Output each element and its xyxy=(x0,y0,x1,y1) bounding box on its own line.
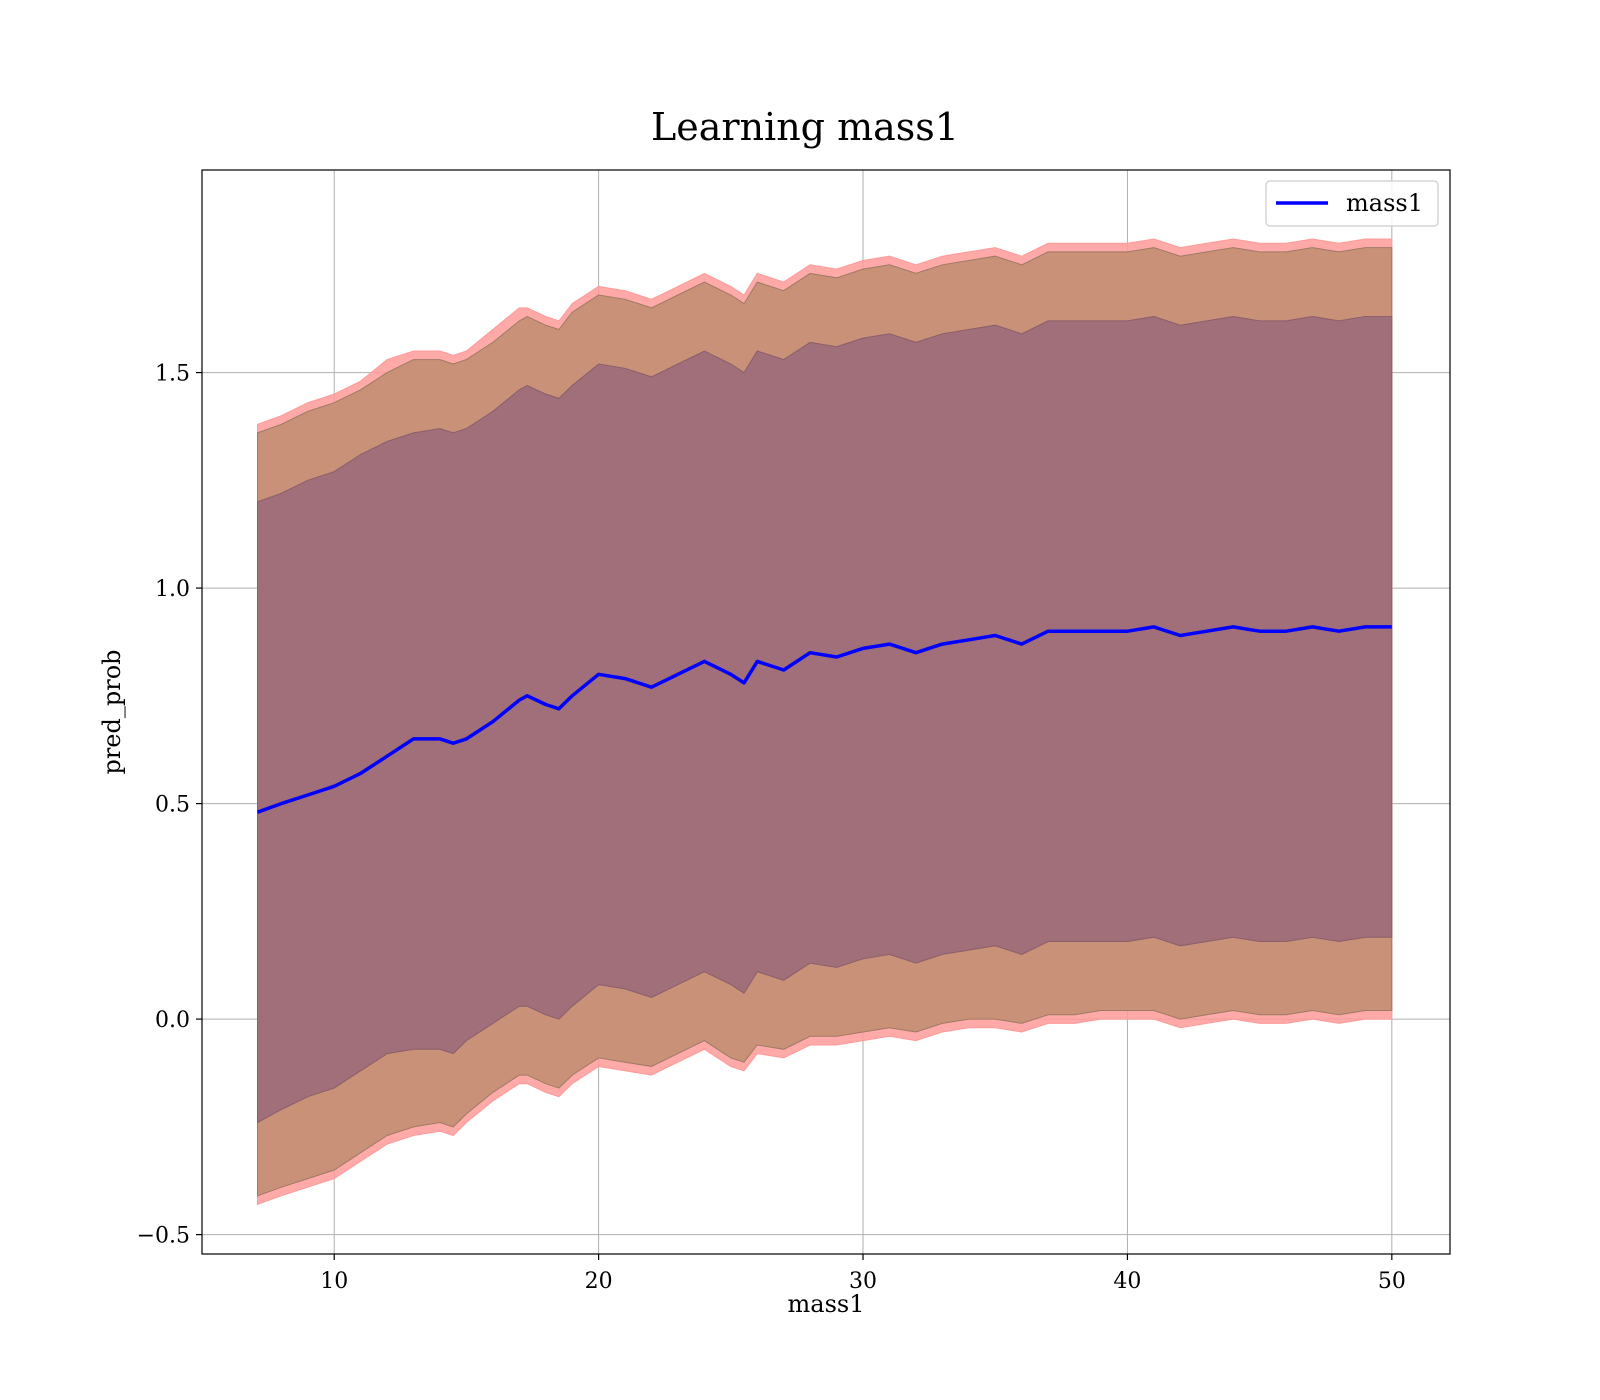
y-axis-label: pred_prob xyxy=(98,649,126,774)
series-line-mass1 xyxy=(256,625,1392,814)
y-tick-label: −0.5 xyxy=(137,1224,190,1249)
plot-frame xyxy=(201,169,1451,1255)
legend-entry-mass1: mass1 xyxy=(1346,189,1423,217)
x-tick-label: 40 xyxy=(1113,1269,1141,1294)
band-1sd xyxy=(257,315,1393,1124)
x-tick-label: 10 xyxy=(320,1269,348,1294)
x-tick-label: 20 xyxy=(585,1269,613,1294)
legend-box xyxy=(1265,180,1439,227)
y-tick-label: 1.5 xyxy=(155,362,190,387)
y-axis-ticks: −0.5 0.0 0.5 1.0 1.5 xyxy=(137,362,202,1249)
y-tick-label: 1.0 xyxy=(155,577,190,602)
y-tick-label: 0.0 xyxy=(155,1008,190,1033)
y-tick-label: 0.5 xyxy=(155,793,190,818)
confidence-bands xyxy=(257,238,1393,1206)
x-axis-ticks: 10 20 30 40 50 xyxy=(320,1254,1406,1294)
series-lines xyxy=(256,625,1392,814)
x-tick-label: 30 xyxy=(849,1269,877,1294)
x-axis-label: mass1 xyxy=(788,1290,865,1318)
chart-title: Learning mass1 xyxy=(651,105,959,149)
x-tick-label: 50 xyxy=(1378,1269,1406,1294)
legend: mass1 xyxy=(1265,180,1439,227)
